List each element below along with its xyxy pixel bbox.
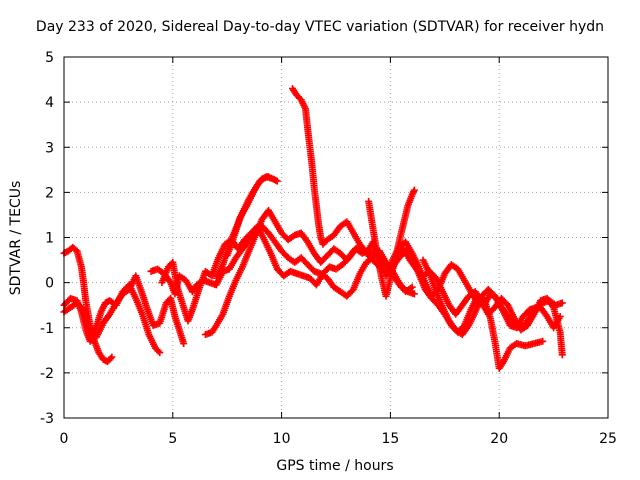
y-tick-label: 4 (45, 95, 54, 111)
chart-title: Day 233 of 2020, Sidereal Day-to-day VTE… (36, 19, 604, 35)
data-point (556, 312, 564, 320)
y-tick-label: -1 (40, 321, 54, 337)
x-tick-label: 10 (273, 431, 291, 447)
y-tick-label: 5 (45, 50, 54, 66)
data-point (180, 340, 188, 348)
data-point (408, 283, 416, 291)
series-track-1 (60, 243, 116, 366)
data-point (106, 355, 114, 363)
data-point (273, 177, 281, 185)
y-tick-label: 1 (45, 231, 54, 247)
y-axis-label: SDTVAR / TECUs (8, 181, 24, 296)
grid (64, 57, 608, 418)
y-tick-label: 2 (45, 185, 54, 201)
data-point (410, 290, 418, 298)
y-tick-label: 3 (45, 140, 54, 156)
x-tick-label: 0 (60, 431, 69, 447)
x-tick-label: 25 (599, 431, 617, 447)
x-tick-label: 15 (381, 431, 399, 447)
axes: 0 5 10 15 20 25 -3 -2 -1 0 1 2 3 4 5 (40, 50, 617, 447)
data-point (558, 299, 566, 307)
y-tick-label: -3 (40, 411, 54, 427)
data-points (60, 85, 566, 372)
data-point (108, 353, 116, 361)
data-point (539, 337, 547, 345)
data-point (549, 302, 557, 310)
x-tick-label: 20 (490, 431, 508, 447)
series-track-3 (60, 272, 188, 348)
series-track-8 (212, 173, 273, 282)
data-point (558, 351, 566, 359)
data-point (265, 173, 273, 181)
series-track-12 (419, 256, 564, 339)
y-tick-label: -2 (40, 366, 54, 382)
data-point (410, 186, 418, 194)
x-tick-label: 5 (168, 431, 177, 447)
data-point (154, 347, 162, 355)
data-point (156, 349, 164, 357)
x-axis-label: GPS time / hours (276, 458, 393, 474)
y-tick-label: 0 (45, 276, 54, 292)
